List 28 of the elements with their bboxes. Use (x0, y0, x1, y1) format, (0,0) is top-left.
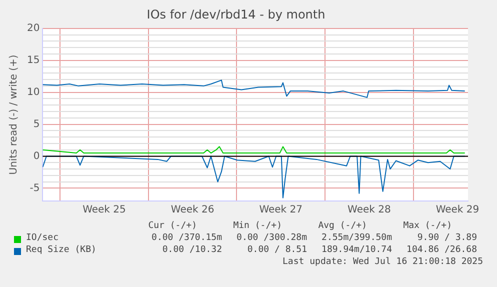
text: 2.55m/399.50m (322, 233, 392, 243)
y-tick-label: 10 (26, 86, 40, 98)
text: 0.00 /300.28m (236, 233, 307, 243)
text: 0.00 /370.15m (152, 233, 222, 243)
y-tick-label: 0 (33, 150, 40, 162)
text: Cur (-/+) (148, 221, 197, 231)
text: Min (-/+) (233, 221, 282, 231)
legend-label: Req Size (KB) (26, 245, 96, 255)
x-tick-label: Week 28 (348, 204, 391, 216)
y-tick-label: 15 (26, 54, 40, 66)
text: 0.00 / 8.51 (247, 245, 307, 255)
x-tick-label: Week 27 (259, 204, 303, 216)
x-tick-label: Week 26 (170, 204, 214, 216)
y-axis-title: Units read (-) / write (+) (8, 54, 20, 175)
text: Max (-/+) (403, 221, 452, 231)
y-tick-label: 20 (26, 22, 40, 34)
text: Last update: Wed Jul 16 21:00:18 2025 (282, 257, 483, 267)
text: 189.94m/10.74 (322, 245, 392, 255)
text: 9.90 / 3.89 (417, 233, 477, 243)
text: 104.86 /26.68 (406, 245, 477, 255)
chart-title: IOs for /dev/rbd14 - by month (146, 7, 326, 22)
y-tick-label: 5 (33, 118, 40, 130)
legend-label: IO/sec (26, 233, 59, 243)
y-tick-label: -5 (30, 182, 40, 194)
text: 0.00 /10.32 (162, 245, 222, 255)
x-tick-label: Week 25 (82, 204, 126, 216)
text: Avg (-/+) (318, 221, 367, 231)
x-tick-label: Week 29 (436, 204, 480, 216)
